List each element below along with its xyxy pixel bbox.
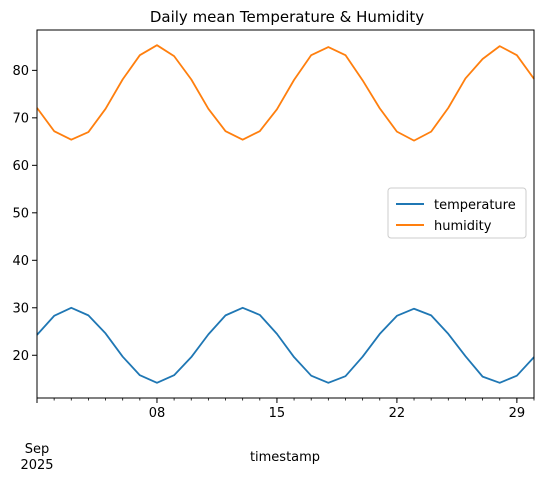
y-tick-label: 50 xyxy=(12,206,29,221)
x-tick-label: 08 xyxy=(149,406,166,421)
x-year-label: 2025 xyxy=(20,458,53,473)
y-axis: 20 30 40 50 60 70 80 xyxy=(12,64,37,364)
series-line-temperature xyxy=(36,306,535,384)
y-tick-label: 40 xyxy=(12,254,29,269)
plot-frame xyxy=(36,29,535,399)
x-month-label: Sep xyxy=(25,442,50,457)
x-tick-label: 22 xyxy=(389,406,406,421)
legend-label-humidity: humidity xyxy=(434,219,492,234)
chart-title: Daily mean Temperature & Humidity xyxy=(150,8,424,26)
series-line-humidity xyxy=(36,44,535,142)
x-tick-label: 15 xyxy=(269,406,286,421)
y-tick-label: 30 xyxy=(12,301,29,316)
x-axis-label: timestamp xyxy=(250,450,320,465)
y-tick-label: 80 xyxy=(12,64,29,79)
y-tick-label: 20 xyxy=(12,349,29,364)
legend: temperature humidity xyxy=(387,187,527,239)
x-axis: 08 15 22 29 xyxy=(36,398,535,421)
legend-label-temperature: temperature xyxy=(434,198,516,213)
y-tick-label: 60 xyxy=(12,159,29,174)
y-tick-label: 70 xyxy=(12,111,29,126)
plot-lines xyxy=(36,44,535,384)
x-tick-label: 29 xyxy=(509,406,526,421)
